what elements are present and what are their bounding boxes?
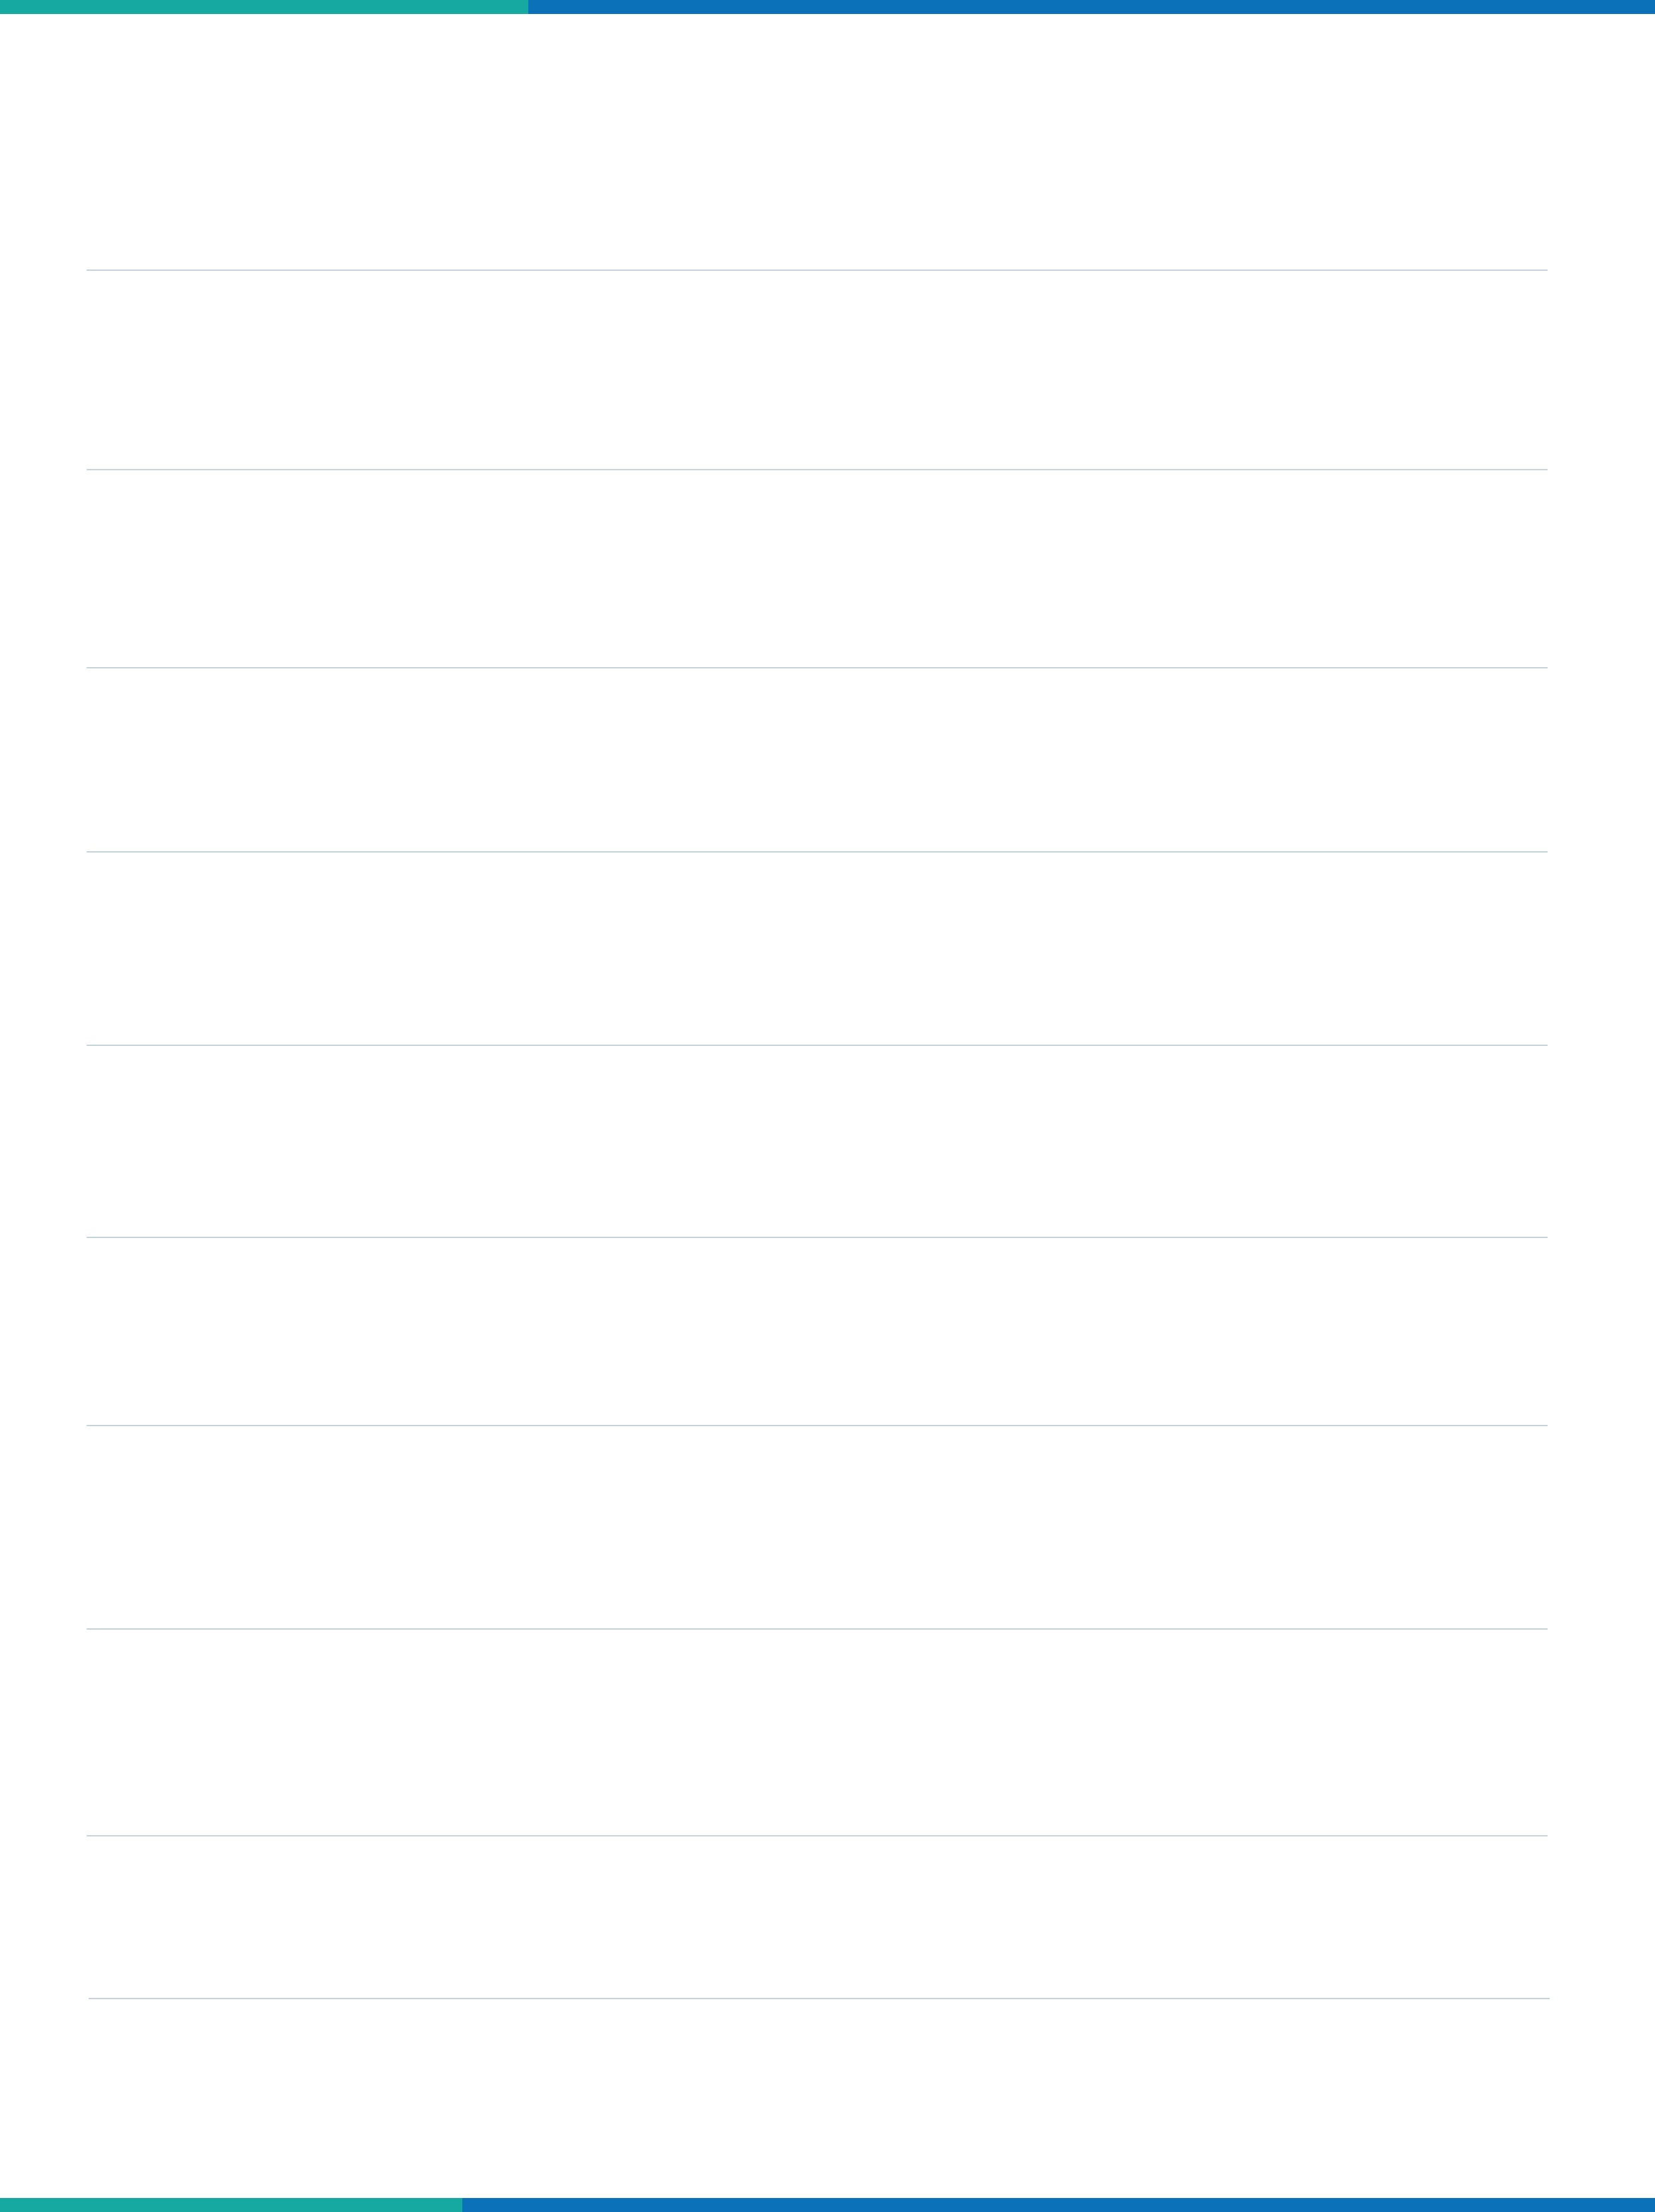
top-accent-teal-segment xyxy=(0,0,528,14)
ruled-line xyxy=(87,1628,1548,1630)
top-accent-blue-segment xyxy=(528,0,1655,14)
ruled-line xyxy=(87,1425,1548,1426)
ruled-line xyxy=(87,667,1548,668)
ruled-line xyxy=(87,469,1548,470)
ruled-line xyxy=(89,1998,1550,1999)
bottom-accent-blue-segment xyxy=(462,2198,1655,2212)
ruled-line xyxy=(87,1237,1548,1238)
bottom-accent-teal-segment xyxy=(0,2198,462,2212)
top-accent-bar xyxy=(0,0,1655,14)
ruled-line xyxy=(87,1045,1548,1046)
ruled-line xyxy=(87,1835,1548,1836)
bottom-accent-bar xyxy=(0,2198,1655,2212)
ruled-line xyxy=(87,269,1548,271)
ruled-line xyxy=(87,851,1548,853)
